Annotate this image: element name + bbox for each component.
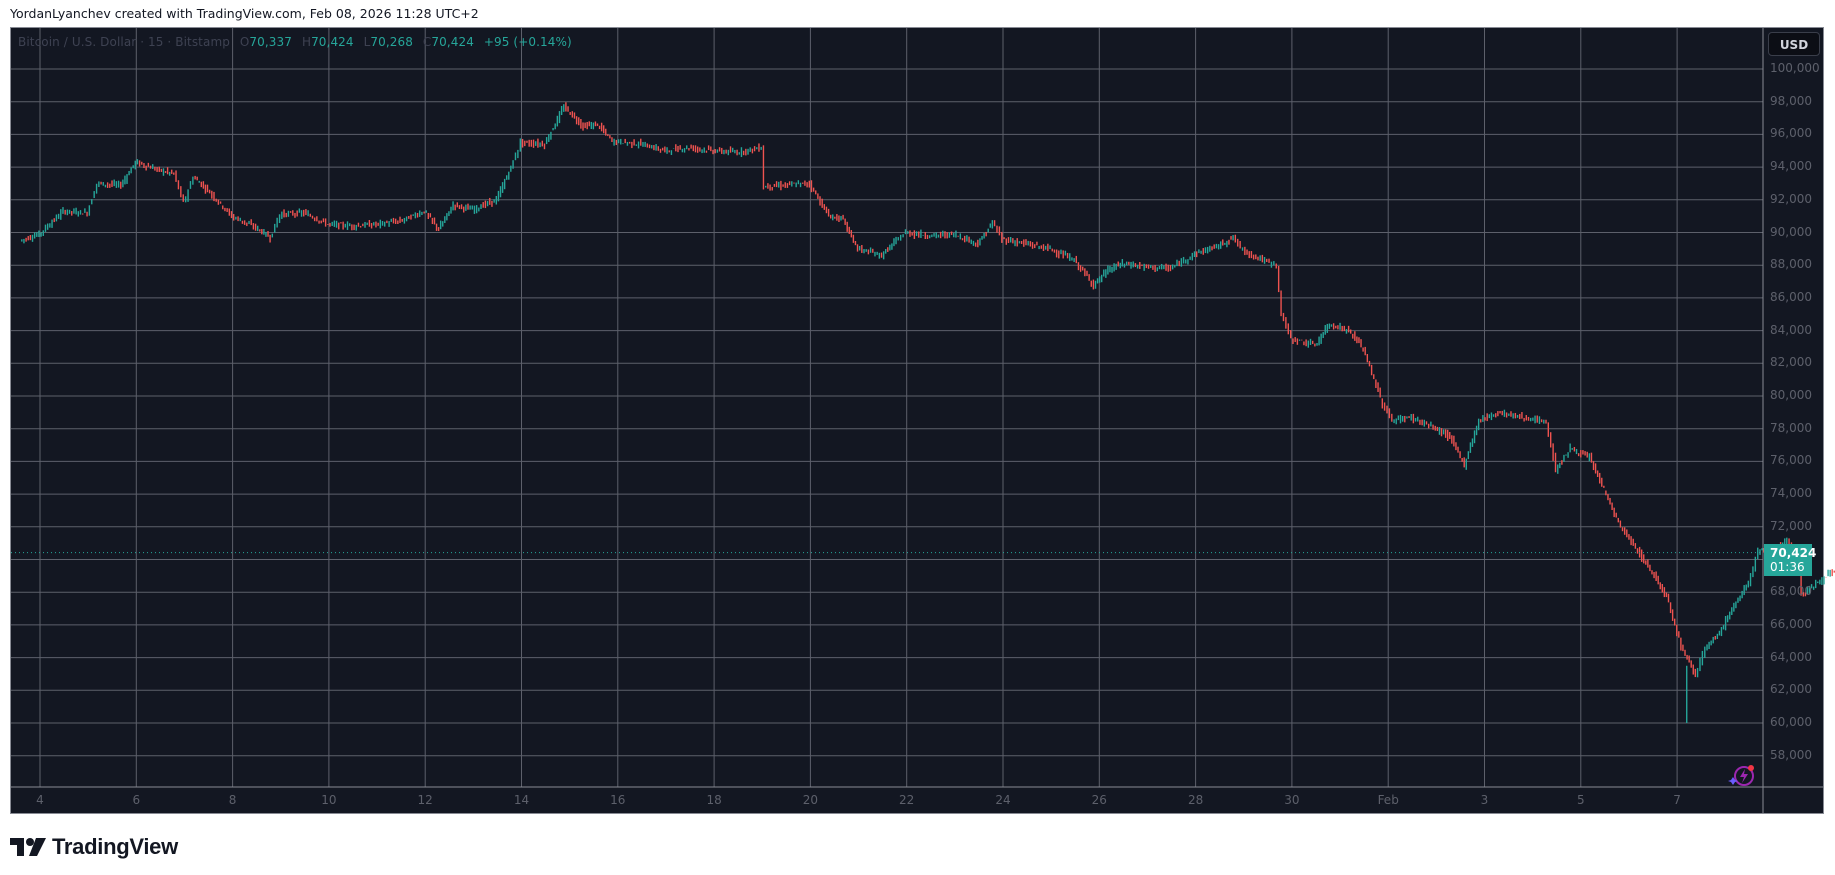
chart-caption: YordanLyanchev created with TradingView.…	[10, 6, 479, 21]
tradingview-logo: TradingView	[10, 834, 178, 860]
price-tick-label: 98,000	[1770, 93, 1812, 108]
time-tick-label: 3	[1480, 793, 1489, 807]
close-key: C	[422, 35, 432, 49]
time-tick-label: 8	[228, 793, 237, 807]
price-tick-label: 84,000	[1770, 322, 1812, 337]
time-tick-label: 5	[1576, 793, 1585, 807]
price-tick-label: 62,000	[1770, 682, 1812, 697]
change-value: +95 (+0.14%)	[483, 35, 572, 49]
time-tick-label: 10	[321, 793, 337, 807]
last-price-label: 70,424 01:36	[1764, 544, 1817, 576]
time-tick-label: Feb	[1377, 793, 1399, 807]
price-tick-label: 88,000	[1770, 257, 1812, 272]
price-tick-label: 92,000	[1770, 191, 1812, 206]
lightning-icon[interactable]	[1728, 762, 1756, 788]
open-key: O	[239, 35, 250, 49]
tradingview-logo-icon	[10, 838, 46, 856]
price-tick-label: 90,000	[1770, 224, 1812, 239]
time-tick-label: 12	[417, 793, 433, 807]
time-tick-label: 28	[1187, 793, 1204, 807]
price-tick-label: 80,000	[1770, 388, 1812, 402]
tradingview-logo-text: TradingView	[52, 834, 178, 859]
low-value: 70,268	[370, 35, 413, 49]
price-tick-label: 76,000	[1770, 453, 1812, 468]
time-tick-label: 22	[899, 793, 915, 807]
high-key: H	[301, 35, 312, 49]
last-price-value: 70,424	[1770, 546, 1817, 560]
price-tick-label: 82,000	[1770, 355, 1812, 370]
price-tick-label: 78,000	[1770, 420, 1812, 435]
time-tick-label: 14	[513, 793, 530, 807]
price-tick-label: 94,000	[1770, 159, 1812, 174]
time-tick-label: 7	[1673, 793, 1681, 807]
time-tick-label: 20	[802, 793, 819, 807]
price-tick-label: 74,000	[1770, 486, 1812, 501]
price-tick-label: 86,000	[1770, 289, 1812, 304]
symbol-legend: Bitcoin / U.S. Dollar · 15 · Bitstamp O7…	[18, 35, 572, 49]
price-tick-label: 100,000	[1770, 61, 1820, 75]
price-tick-label: 68,000	[1770, 584, 1812, 599]
low-key: L	[363, 35, 371, 49]
high-value: 70,424	[311, 35, 354, 49]
chart-panel[interactable]	[10, 27, 1824, 814]
time-tick-label: 16	[610, 793, 626, 807]
time-tick-label: 26	[1091, 793, 1107, 807]
time-tick-label: 18	[706, 793, 722, 807]
symbol-title: Bitcoin / U.S. Dollar · 15 · Bitstamp	[18, 35, 230, 49]
bar-countdown: 01:36	[1770, 560, 1805, 574]
price-tick-label: 60,000	[1770, 715, 1812, 729]
time-tick-label: 24	[995, 793, 1011, 807]
open-value: 70,337	[249, 35, 293, 49]
close-value: 70,424	[431, 35, 474, 49]
price-tick-label: 64,000	[1770, 649, 1812, 664]
price-tick-label: 72,000	[1770, 518, 1812, 533]
time-tick-label: 4	[36, 793, 44, 807]
price-tick-label: 96,000	[1770, 126, 1812, 141]
price-tick-label: 66,000	[1770, 616, 1812, 631]
time-tick-label: 30	[1284, 793, 1300, 807]
currency-button[interactable]: USD	[1768, 32, 1820, 56]
time-tick-label: 6	[132, 793, 141, 807]
price-tick-label: 58,000	[1770, 747, 1812, 762]
